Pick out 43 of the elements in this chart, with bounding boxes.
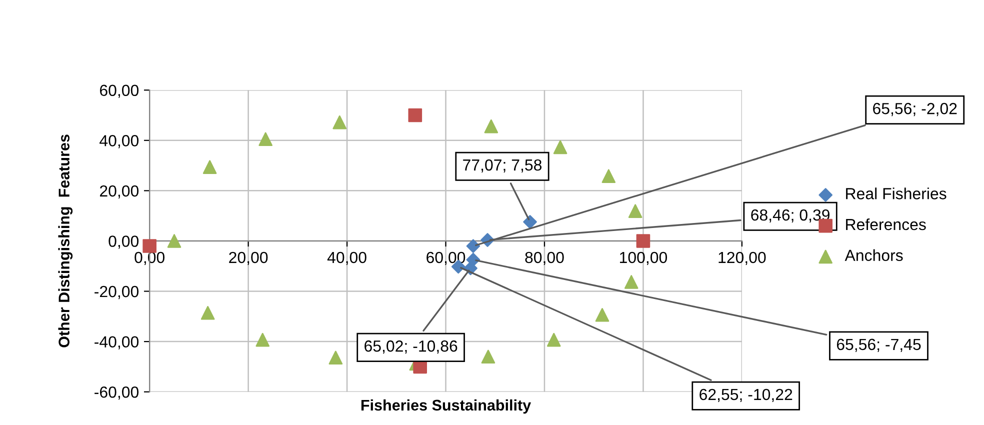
point (481, 350, 496, 364)
annotation: 65,56; -7,45 (836, 338, 921, 352)
y-tick-label: 0,00 (108, 236, 139, 249)
annotation: 65,02; -10,86 (364, 340, 458, 354)
x-tick-label: 80,00 (525, 252, 564, 266)
annotation: 65,56; -2,02 (873, 102, 957, 116)
point (628, 204, 642, 218)
point (256, 332, 270, 347)
x-axis-title: Fisheries Sustainability (361, 399, 532, 414)
x-tick-label: 60,00 (426, 252, 466, 266)
annotation: 62,55; -10,22 (700, 388, 792, 402)
x-tick-label: 0,00 (134, 252, 164, 266)
y-axis-title: Other Distingishing Features (58, 134, 73, 348)
y-tick-label: 40,00 (100, 135, 139, 148)
legend-label: References (846, 218, 926, 230)
x-tick-label: 120,00 (718, 252, 766, 266)
legend-label: Real Fisheries (846, 188, 946, 200)
y-tick-label: -40,00 (94, 336, 139, 350)
annotation: 77,07; 7,58 (463, 159, 542, 173)
point (466, 239, 480, 253)
point (624, 275, 638, 289)
point (602, 169, 616, 184)
point (636, 234, 650, 248)
point (328, 350, 343, 365)
y-tick-label: 60,00 (100, 84, 139, 98)
point (332, 115, 347, 130)
y-tick-label: -20,00 (94, 286, 139, 300)
point (167, 234, 182, 248)
x-tick-label: 40,00 (327, 252, 366, 266)
y-tick-label: -60,00 (94, 386, 139, 400)
point (408, 108, 422, 122)
point (553, 140, 568, 154)
x-tick-label: 100,00 (620, 252, 668, 266)
point (484, 119, 498, 134)
point (258, 132, 272, 146)
point (523, 215, 537, 229)
point (546, 332, 561, 347)
point (595, 308, 610, 322)
legend-label: Anchors (844, 249, 903, 262)
point (200, 306, 215, 320)
y-tick-label: 20,00 (100, 185, 139, 199)
point (202, 160, 217, 174)
x-tick-label: 20,00 (229, 252, 268, 266)
